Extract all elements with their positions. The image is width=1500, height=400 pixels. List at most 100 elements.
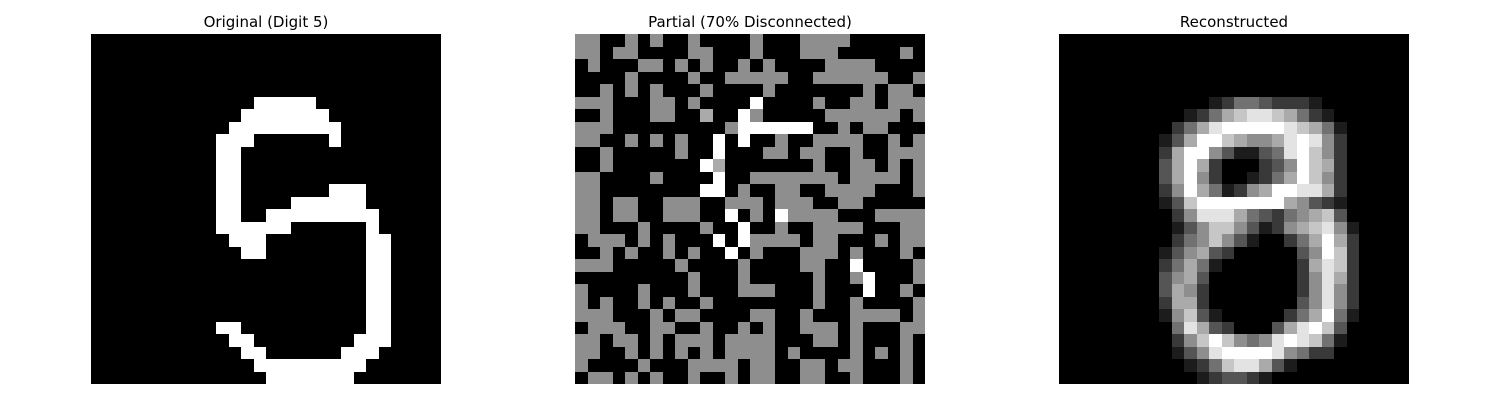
pixel [104, 247, 117, 260]
pixel [291, 109, 304, 122]
pixel [713, 309, 726, 322]
pixel [1109, 122, 1122, 135]
pixel [379, 247, 392, 260]
pixel [291, 97, 304, 110]
pixel [1397, 134, 1410, 147]
pixel [254, 84, 267, 97]
pixel [1122, 72, 1135, 85]
pixel [850, 247, 863, 260]
pixel [141, 84, 154, 97]
pixel [1209, 347, 1222, 360]
pixel [1209, 59, 1222, 72]
pixel [266, 322, 279, 335]
pixel [179, 122, 192, 135]
pixel [888, 347, 901, 360]
pixel [850, 122, 863, 135]
pixel [1347, 297, 1360, 310]
pixel [391, 284, 404, 297]
pixel [1247, 222, 1260, 235]
pixel [613, 222, 626, 235]
pixel [1209, 109, 1222, 122]
pixel [625, 159, 638, 172]
pixel [1259, 147, 1272, 160]
pixel [1147, 147, 1160, 160]
pixel [738, 334, 751, 347]
pixel [1147, 372, 1160, 385]
pixel [825, 259, 838, 272]
pixel [141, 334, 154, 347]
pixel [1359, 59, 1372, 72]
pixel [1209, 247, 1222, 260]
pixel [1184, 322, 1197, 335]
pixel [279, 34, 292, 47]
pixel [600, 147, 613, 160]
pixel [763, 59, 776, 72]
pixel [116, 322, 129, 335]
pixel [650, 134, 663, 147]
pixel [166, 234, 179, 247]
pixel [800, 197, 813, 210]
pixel [1384, 359, 1397, 372]
pixel [600, 172, 613, 185]
pixel [1272, 159, 1285, 172]
pixel [663, 247, 676, 260]
pixel [191, 309, 204, 322]
pixel [216, 234, 229, 247]
pixel [1384, 347, 1397, 360]
pixel [341, 184, 354, 197]
pixel [416, 372, 429, 385]
pixel [1109, 147, 1122, 160]
pixel [354, 284, 367, 297]
pixel [1297, 134, 1310, 147]
pixel [329, 272, 342, 285]
pixel [141, 372, 154, 385]
pixel [1072, 347, 1085, 360]
pixel [1184, 309, 1197, 322]
pixel [1109, 134, 1122, 147]
pixel [1109, 359, 1122, 372]
pixel [1172, 334, 1185, 347]
pixel [700, 222, 713, 235]
pixel [863, 109, 876, 122]
pixel [788, 359, 801, 372]
pixel [863, 247, 876, 260]
pixel [888, 59, 901, 72]
pixel [404, 172, 417, 185]
pixel [775, 97, 788, 110]
pixel [1172, 309, 1185, 322]
pixel [1222, 222, 1235, 235]
pixel [763, 247, 776, 260]
pixel [1072, 84, 1085, 97]
pixel [1359, 134, 1372, 147]
pixel [725, 259, 738, 272]
pixel [1297, 47, 1310, 60]
pixel [391, 47, 404, 60]
pixel [1359, 272, 1372, 285]
pixel [863, 272, 876, 285]
pixel [1097, 34, 1110, 47]
pixel [1322, 284, 1335, 297]
pixel [725, 147, 738, 160]
pixel [1322, 34, 1335, 47]
pixel [850, 34, 863, 47]
pixel [241, 84, 254, 97]
pixel [429, 222, 442, 235]
pixel [366, 372, 379, 385]
pixel [913, 309, 926, 322]
pixel [379, 372, 392, 385]
pixel [725, 309, 738, 322]
pixel [1334, 122, 1347, 135]
pixel [1284, 147, 1297, 160]
pixel [1334, 47, 1347, 60]
pixel [1197, 222, 1210, 235]
pixel [241, 197, 254, 210]
pixel [575, 84, 588, 97]
pixel [900, 72, 913, 85]
pixel [800, 272, 813, 285]
pixel [204, 259, 217, 272]
pixel [1147, 109, 1160, 122]
pixel [713, 359, 726, 372]
pixel [154, 297, 167, 310]
pixel [379, 109, 392, 122]
pixel [638, 234, 651, 247]
